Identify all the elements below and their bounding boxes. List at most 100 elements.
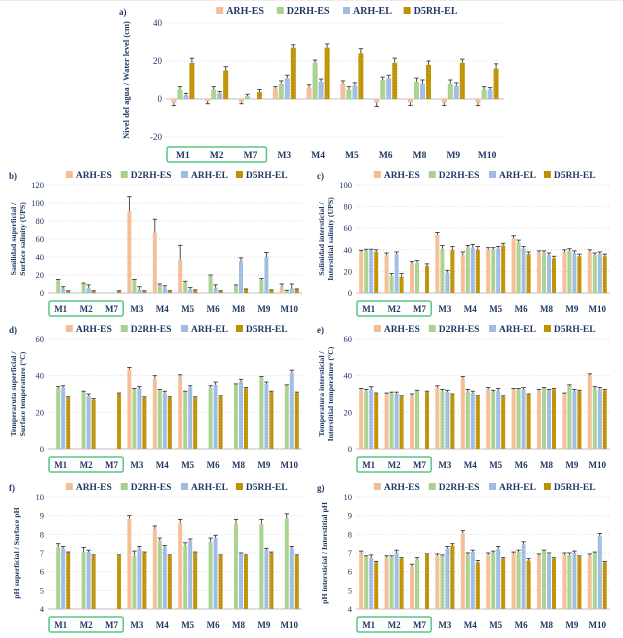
x-category-label: M10 [589,304,607,314]
bars [359,533,607,609]
legend-label: D2RH-ES [439,325,480,335]
y-tick-label: 4 [40,604,45,614]
x-category-label: M6 [207,460,220,470]
legend-label: ARH-ES [76,325,112,335]
x-category-label: M3 [438,304,451,314]
chart-c: 0 20 40 60 80 100 c) ARH-ES D2RH-ES ARH-EL D5RH-EL… [317,171,610,317]
legend-swatch [120,171,128,178]
x-category-label: M7 [244,151,258,161]
legend-item-arh-es: ARH-ES [216,6,264,17]
legend-label: ARH-EL [191,325,228,335]
y-tick-label: 60 [344,223,353,233]
x-category-label: M2 [80,620,93,630]
x-category-label: M9 [257,460,270,470]
legend-item-d2rh-es: D2RH-ES [428,483,479,493]
legend-item-d2rh-es: D2RH-ES [120,325,172,335]
x-category-label: M8 [540,304,553,314]
legend-swatch [373,171,381,178]
x-category-label: M10 [281,460,299,470]
y-tick-label: 40 [36,252,45,262]
legend-label: ARH-EL [499,325,536,335]
legend-swatch [181,325,188,332]
boxed-categories-outline [356,456,432,473]
legend-swatch [181,171,188,178]
x-category-label: M5 [489,304,502,314]
y-tick-label: 120 [31,180,44,190]
x-category-label: M7 [413,304,426,314]
x-category-label: M3 [130,304,143,314]
x-category-label: M2 [388,620,401,630]
y-tick-label: -20 [150,132,162,142]
legend-label: D5RH-EL [246,325,288,335]
x-category-label: M10 [478,151,497,161]
x-category-label: M8 [540,620,553,630]
x-category-label: M9 [446,151,460,161]
boxed-categories-outline [48,616,124,633]
y-tick-label: 6 [40,567,44,577]
x-category-label: M7 [413,460,426,470]
gridlines [356,496,610,610]
x-category-label: M1 [54,460,67,470]
legend: ARH-ES D2RH-ES ARH-EL D5RH-EL [65,171,288,181]
legend-item-d5rh-el: D5RH-EL [543,483,596,493]
x-category-label: M10 [589,620,607,630]
legend-label: ARH-ES [384,171,420,181]
error-bars [359,530,607,567]
legend: ARH-ES D2RH-ES ARH-EL D5RH-EL [373,483,596,493]
legend-item-d2rh-es: D2RH-ES [120,171,172,181]
legend-item-d2rh-es: D2RH-ES [428,325,480,335]
legend-item-arh-el: ARH-EL [489,171,536,181]
y-tick-label: 40 [36,371,45,381]
x-category-label: M3 [130,620,143,630]
legend-item-d5rh-el: D5RH-EL [235,325,288,335]
chart-f: 4 5 6 7 8 9 10 f) ARH-ES D2RH-ES ARH-EL D5RH-EL pH s… [9,483,302,633]
x-category-label: M3 [277,151,291,161]
gridlines [356,184,610,294]
legend-label: D2RH-ES [131,483,172,493]
legend-item-arh-el: ARH-EL [489,483,536,493]
y-axis-title: Sanilidad superficial /Surface salinity … [9,202,27,276]
x-category-label: M4 [156,460,169,470]
legend-label: D2RH-ES [131,325,172,335]
legend: ARH-ES D2RH-ES ARH-EL D5RH-EL [65,325,288,335]
legend-item-d5rh-el: D5RH-EL [543,171,596,181]
legend: ARH-ES D2RH-ES ARH-EL D5RH-EL [373,171,596,181]
bars [359,234,607,293]
y-tick-label: 40 [344,245,353,255]
x-category-label: M6 [515,620,528,630]
y-tick-label: 5 [348,585,352,595]
x-category-label: M5 [181,460,194,470]
x-category-label: M1 [54,620,67,630]
panel-b-surface-salinity: 0 20 40 60 80 100 120 b) ARH-ES D2RH-ES ARH-EL D5RH… [6,167,308,319]
x-category-label: M4 [311,151,325,161]
x-category-label: M8 [540,460,553,470]
y-tick-label: 10 [36,492,45,502]
x-category-label: M2 [80,304,93,314]
x-category-label: M10 [589,460,607,470]
legend-label: D2RH-ES [131,171,172,181]
error-bars [359,373,607,397]
legend-item-arh-es: ARH-ES [373,325,420,335]
x-category-label: M7 [105,620,118,630]
y-tick-label: 80 [36,216,45,226]
legend-label: ARH-ES [226,6,264,17]
y-tick-label: 20 [36,270,45,280]
y-axis-title: Salinidad intersticial /Interstitial sal… [317,197,335,281]
x-category-label: M9 [257,620,270,630]
x-category-label: M10 [281,620,299,630]
legend-item-arh-es: ARH-ES [65,325,112,335]
x-category-label: M1 [362,620,375,630]
boxed-categories-outline [356,300,432,317]
x-category-label: M1 [54,304,67,314]
y-tick-label: 40 [344,371,353,381]
y-tick-label: 8 [40,529,44,539]
legend-swatch [428,171,436,178]
boxed-categories-outline [48,456,124,473]
y-axis-title: pH superficial / Surface pH [12,507,21,598]
panel-c-interstitial-salinity: 0 20 40 60 80 100 c) ARH-ES D2RH-ES ARH-EL D5RH-EL… [314,167,616,319]
legend-swatch [543,483,551,490]
x-category-label: M6 [515,304,528,314]
x-category-label: M8 [413,151,427,161]
x-category-label: M6 [379,151,393,161]
boxed-categories-outline [166,146,268,163]
